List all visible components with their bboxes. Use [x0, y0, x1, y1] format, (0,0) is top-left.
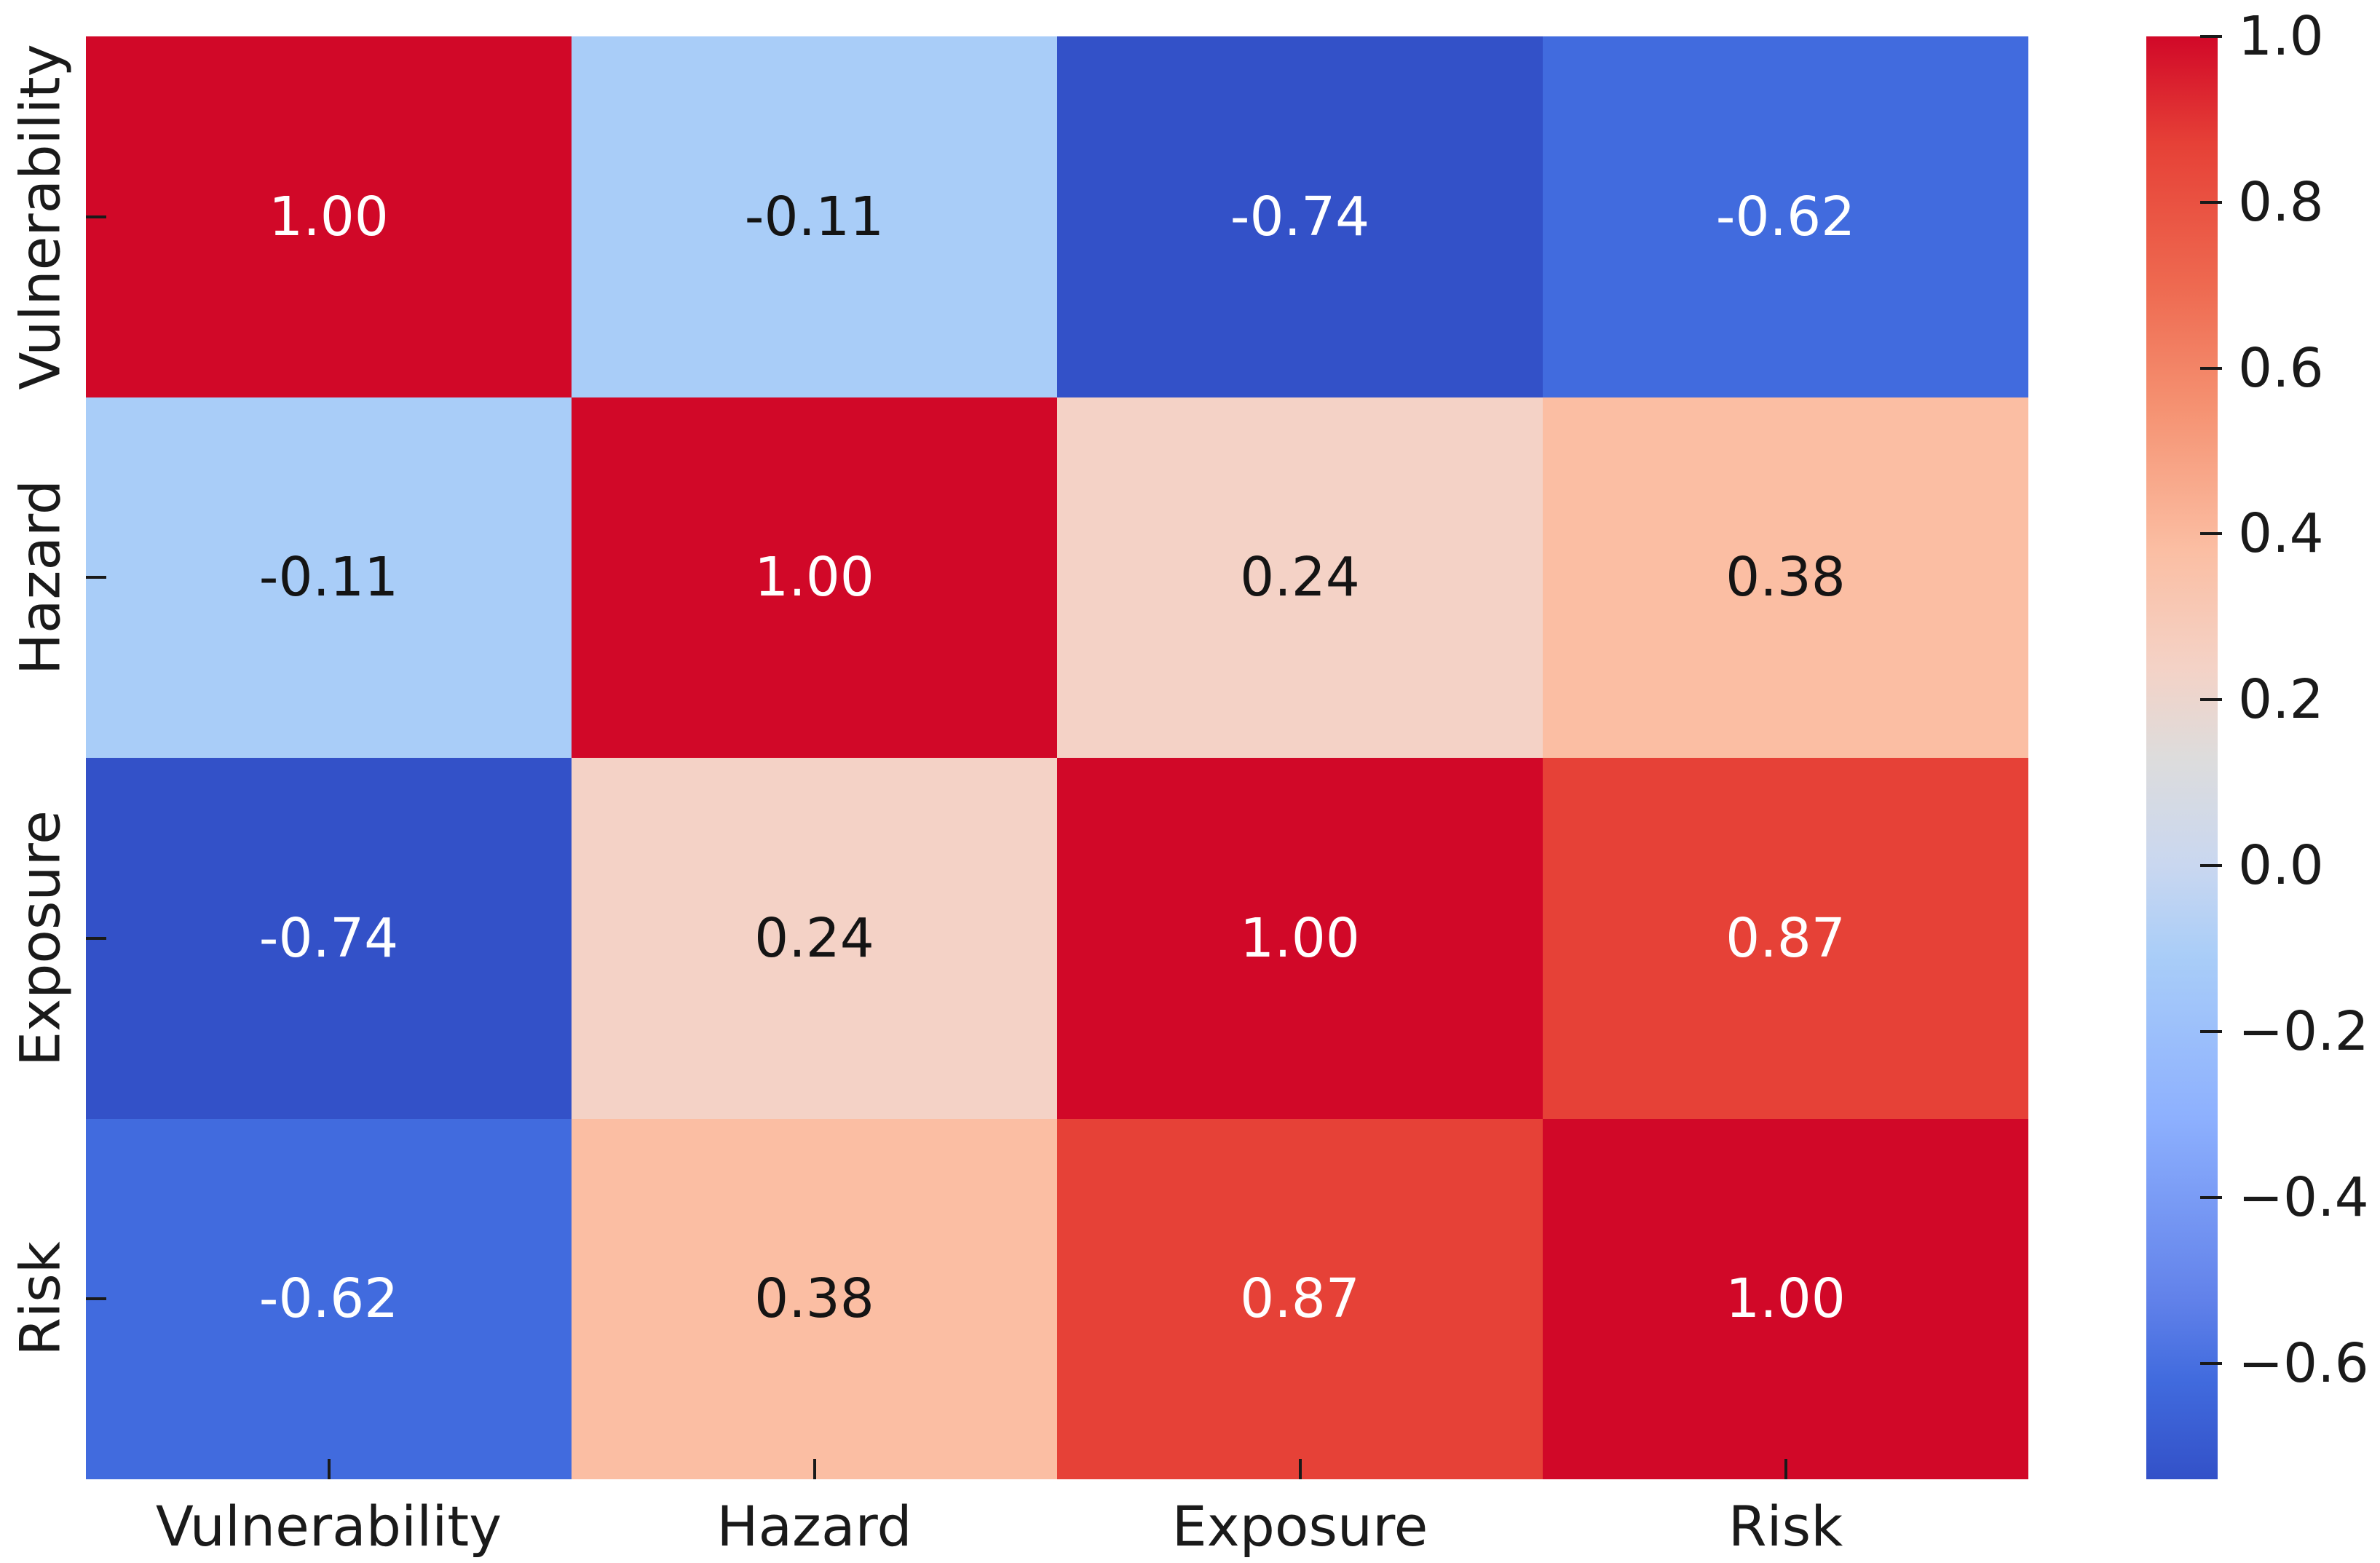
cell-value: -0.62 [1715, 185, 1856, 248]
cell-value: 0.38 [1725, 546, 1846, 609]
cell-value: 0.24 [754, 906, 874, 970]
colorbar-gradient [2146, 36, 2218, 1479]
x-axis-tick [327, 1459, 331, 1479]
colorbar-tick [2200, 1361, 2222, 1365]
y-axis-tick [86, 936, 106, 940]
colorbar-tick-label: 0.6 [2238, 336, 2324, 400]
heatmap-cell: 0.87 [1057, 1118, 1543, 1479]
colorbar-tick-label: 0.4 [2238, 502, 2324, 566]
x-axis-label: Exposure [1171, 1494, 1428, 1559]
cell-value: 1.00 [1240, 906, 1360, 970]
heatmap-cell: 1.00 [1057, 758, 1543, 1119]
y-axis-tick [86, 1297, 106, 1301]
cell-value: 1.00 [269, 185, 389, 248]
colorbar-tick [2200, 698, 2222, 702]
heatmap-cell: 0.38 [1543, 397, 2028, 758]
x-axis-tick [1298, 1459, 1302, 1479]
heatmap-cell: 1.00 [1543, 1118, 2028, 1479]
x-axis-tick [1784, 1459, 1787, 1479]
heatmap-cell: -0.74 [86, 758, 572, 1119]
cell-value: 0.38 [754, 1267, 874, 1331]
heatmap-cell: 0.24 [572, 758, 1057, 1119]
x-axis-tick [813, 1459, 816, 1479]
cell-value: -0.74 [258, 906, 399, 970]
y-axis-tick [86, 576, 106, 579]
heatmap-cell: -0.11 [86, 397, 572, 758]
y-axis-label: Risk [7, 1241, 73, 1357]
colorbar-tick-label: 0.0 [2238, 834, 2324, 898]
x-axis-label: Hazard [716, 1494, 912, 1559]
cell-value: -0.11 [744, 185, 885, 248]
heatmap-cell: 1.00 [572, 397, 1057, 758]
y-axis-tick [86, 215, 106, 218]
heatmap-cell: -0.11 [572, 36, 1057, 397]
heatmap-cell: 0.87 [1543, 758, 2028, 1119]
colorbar-tick-label: −0.4 [2238, 1166, 2369, 1229]
cell-value: 1.00 [754, 546, 874, 609]
cell-value: 0.87 [1240, 1267, 1360, 1331]
cell-value: -0.74 [1230, 185, 1370, 248]
heatmap-grid: 1.00 -0.11 -0.74 -0.62 -0.11 1.00 0.24 0.38 -0.7… [86, 36, 2028, 1479]
heatmap-cell: 0.38 [572, 1118, 1057, 1479]
cell-value: 0.87 [1725, 906, 1846, 970]
colorbar-tick [2200, 1029, 2222, 1033]
heatmap-cell: -0.62 [1543, 36, 2028, 397]
cell-value: 0.24 [1240, 546, 1360, 609]
y-axis-label: Hazard [7, 480, 73, 676]
cell-value: -0.62 [258, 1267, 399, 1331]
colorbar-tick-label: 1.0 [2238, 5, 2324, 68]
colorbar-tick-label: −0.6 [2238, 1331, 2369, 1395]
colorbar-tick-label: −0.2 [2238, 1000, 2369, 1063]
cell-value: 1.00 [1725, 1267, 1846, 1331]
heatmap-cell: -0.62 [86, 1118, 572, 1479]
y-axis-label: Exposure [7, 810, 73, 1067]
heatmap-cell: 1.00 [86, 36, 572, 397]
y-axis-label: Vulnerability [7, 44, 73, 390]
colorbar-tick [2200, 200, 2222, 204]
heatmap-cell: 0.24 [1057, 397, 1543, 758]
x-axis-label: Risk [1728, 1494, 1843, 1559]
cell-value: -0.11 [258, 546, 399, 609]
colorbar-tick [2200, 864, 2222, 868]
colorbar-tick-label: 0.8 [2238, 170, 2324, 234]
colorbar-tick-label: 0.2 [2238, 668, 2324, 732]
colorbar-tick [2200, 366, 2222, 370]
x-axis-label: Vulnerability [155, 1494, 502, 1559]
colorbar [2146, 36, 2218, 1479]
colorbar-tick [2200, 1195, 2222, 1199]
colorbar-tick [2200, 35, 2222, 38]
heatmap-cell: -0.74 [1057, 36, 1543, 397]
colorbar-tick [2200, 532, 2222, 536]
